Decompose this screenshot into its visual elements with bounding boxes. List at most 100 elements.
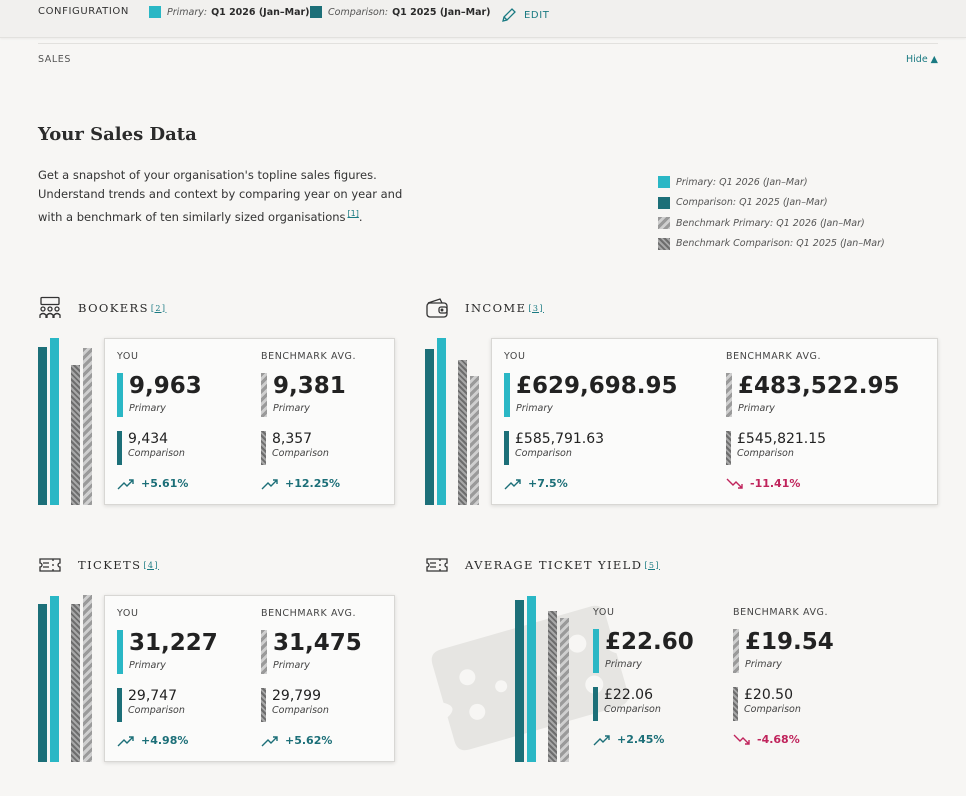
income-bench-primary-value: £483,522.95 (738, 373, 900, 399)
primary-label: Primary (605, 659, 642, 670)
legend-bench-comparison-swatch (658, 237, 670, 250)
yield-bench-change-value: -4.68% (757, 733, 800, 746)
bookers-you-comparison-value: 9,434 (128, 431, 169, 447)
income-card: YOU £629,698.95 Primary £585,791.63 Compar… (491, 338, 938, 505)
footnote-link-4[interactable]: [4] (143, 560, 159, 570)
bench-comparison-indicator (726, 431, 731, 465)
primary-swatch (149, 6, 161, 18)
footnote-link-5[interactable]: [5] (644, 560, 660, 570)
legend-comparison-label: Comparison: Q1 2025 (Jan–Mar) (676, 197, 828, 209)
comparison-indicator (117, 688, 122, 722)
tickets-bench-comparison-bar (71, 604, 80, 762)
primary-indicator (117, 630, 123, 674)
tickets-bench-primary-bar (83, 595, 92, 762)
yield-card: YOU £22.60 Primary £22.06 Comparison +2.45… (581, 595, 938, 762)
bookers-bench-primary: 9,381 Primary (261, 373, 346, 417)
intro-text: Get a snapshot of your organisation's to… (38, 166, 408, 227)
legend-bench-primary: Benchmark Primary: Q1 2026 (Jan–Mar) (658, 213, 885, 234)
primary-label: Primary (273, 660, 310, 671)
income-bench-primary-bar (470, 376, 479, 505)
config-primary-value: Q1 2026 (Jan–Mar) (211, 6, 310, 18)
tickets-you-primary: 31,227 Primary (117, 630, 218, 674)
tickets-bench-change: +5.62% (261, 734, 332, 747)
bookers-comparison-bar (38, 347, 47, 505)
yield-bench-comparison: £20.50 Comparison (733, 687, 801, 721)
income-you-primary-value: £629,698.95 (516, 373, 678, 399)
bookers-bench-comparison-bar (71, 365, 80, 505)
comparison-indicator (504, 431, 509, 465)
comparison-swatch (310, 6, 322, 18)
yield-bench-primary-bar (560, 618, 569, 762)
people-icon (39, 296, 61, 318)
bookers-you-primary: 9,963 Primary (117, 373, 202, 417)
comparison-label: Comparison (737, 448, 794, 459)
income-you-change: +7.5% (504, 477, 568, 490)
bookers-bench-change: +12.25% (261, 477, 340, 490)
primary-label: Primary (745, 659, 782, 670)
you-header: YOU (117, 351, 139, 362)
bench-primary-indicator (261, 630, 267, 674)
footnote-link-2[interactable]: [2] (150, 303, 167, 313)
tickets-bench-change-value: +5.62% (285, 734, 333, 747)
trend-up-icon (261, 735, 278, 746)
income-title: INCOME (465, 301, 527, 315)
comparison-indicator (593, 687, 598, 721)
config-comparison: Comparison: Q1 2025 (Jan–Mar) (310, 6, 491, 18)
bookers-title: BOOKERS (78, 301, 149, 315)
bookers-you-comparison: 9,434 Comparison (117, 431, 185, 465)
pencil-icon (502, 8, 516, 22)
bookers-heading: BOOKERS [2] (38, 296, 166, 320)
income-bench-primary: £483,522.95 Primary (726, 373, 900, 417)
comparison-label: Comparison (272, 448, 329, 459)
primary-label: Primary (273, 403, 310, 414)
legend-comparison-swatch (658, 196, 670, 209)
bookers-card: YOU 9,963 Primary 9,434 Comparison +5.61% … (104, 338, 395, 505)
comparison-label: Comparison (128, 448, 185, 459)
intro-line-1: Get a snapshot of your organisation's to… (38, 168, 377, 182)
income-bench-change: -11.41% (726, 477, 800, 490)
benchmark-header: BENCHMARK AVG. (726, 351, 822, 362)
footnote-link-3[interactable]: [3] (528, 303, 544, 313)
bench-primary-indicator (261, 373, 267, 417)
legend-primary-label: Primary: Q1 2026 (Jan–Mar) (676, 176, 808, 188)
legend: Primary: Q1 2026 (Jan–Mar) Comparison: Q… (658, 172, 885, 254)
yield-bench-comparison-bar (548, 611, 557, 762)
footnote-link-1[interactable]: [1] (347, 209, 359, 218)
legend-bench-comparison: Benchmark Comparison: Q1 2025 (Jan–Mar) (658, 234, 885, 255)
bench-primary-indicator (733, 629, 739, 673)
tickets-title: TICKETS (78, 558, 142, 572)
tickets-card: YOU 31,227 Primary 29,747 Comparison +4.98… (104, 595, 395, 762)
yield-you-comparison: £22.06 Comparison (593, 687, 661, 721)
hide-button[interactable]: Hide ▲ (906, 54, 938, 65)
edit-label: EDIT (524, 9, 550, 21)
trend-down-icon (733, 734, 750, 745)
bookers-bench-primary-bar (83, 348, 92, 505)
edit-button[interactable]: EDIT (500, 6, 549, 24)
trend-down-icon (726, 478, 743, 489)
bookers-bench-change-value: +12.25% (285, 477, 341, 490)
ticket-icon (39, 558, 61, 572)
page-title: Your Sales Data (38, 124, 197, 145)
yield-primary-bar (527, 596, 536, 762)
yield-bench-primary-value: £19.54 (745, 629, 834, 655)
bookers-bench-comparison: 8,357 Comparison (261, 431, 329, 465)
config-primary: Primary: Q1 2026 (Jan–Mar) (149, 6, 310, 18)
configuration-bar: CONFIGURATION Primary: Q1 2026 (Jan–Mar)… (0, 0, 966, 38)
tickets-bench-primary: 31,475 Primary (261, 630, 362, 674)
primary-label: Primary (516, 403, 553, 414)
benchmark-header: BENCHMARK AVG. (261, 351, 357, 362)
bookers-you-change: +5.61% (117, 477, 188, 490)
tickets-you-change-value: +4.98% (141, 734, 189, 747)
income-heading: INCOME [3] (425, 296, 544, 320)
primary-label: Primary (738, 403, 775, 414)
legend-bench-comparison-label: Benchmark Comparison: Q1 2025 (Jan–Mar) (676, 238, 885, 250)
tickets-you-primary-value: 31,227 (129, 630, 218, 656)
benchmark-header: BENCHMARK AVG. (261, 608, 357, 619)
yield-heading: AVERAGE TICKET YIELD [5] (425, 553, 660, 577)
yield-comparison-bar (515, 600, 524, 762)
yield-bench-comparison-value: £20.50 (744, 687, 793, 703)
bookers-primary-bar (50, 338, 59, 505)
income-you-primary: £629,698.95 Primary (504, 373, 678, 417)
you-header: YOU (593, 607, 615, 618)
income-you-comparison-value: £585,791.63 (515, 431, 605, 447)
